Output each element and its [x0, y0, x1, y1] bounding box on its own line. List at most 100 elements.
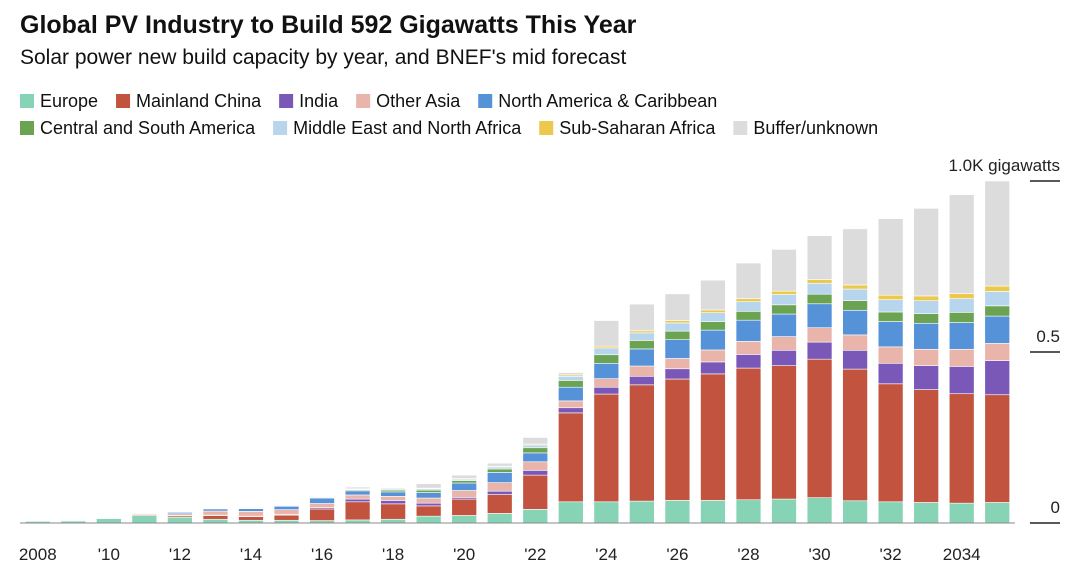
bar-segment	[344, 490, 371, 496]
bar-segment	[806, 235, 833, 280]
bar-segment	[735, 367, 762, 501]
bar-segment	[806, 282, 833, 295]
bar-segment	[984, 180, 1010, 287]
bar-segment	[593, 386, 620, 395]
bar-segment	[558, 386, 584, 402]
bar-segment	[771, 349, 797, 366]
bar-segment	[700, 361, 726, 375]
bar-segment	[415, 515, 442, 524]
bar-segment	[344, 486, 371, 490]
bar-segment	[415, 497, 442, 504]
x-tick-label: '18	[382, 545, 404, 564]
bar-segment	[735, 319, 762, 342]
bar-segment	[380, 500, 406, 505]
bar-segment	[593, 347, 620, 356]
bar-segment	[380, 491, 406, 497]
bar-segment	[877, 501, 904, 524]
bar-segment	[771, 304, 797, 315]
bar-segment	[238, 507, 264, 509]
bar-segment	[948, 348, 975, 367]
bar-segment	[877, 299, 904, 313]
bar-segment	[700, 329, 726, 351]
bar-segment	[984, 360, 1010, 396]
legend-label: Buffer/unknown	[753, 118, 878, 138]
bar-segment	[415, 489, 442, 493]
bar-segment	[948, 366, 975, 395]
legend-swatch	[539, 121, 554, 135]
bar-segment	[486, 494, 513, 514]
y-tick-label: 0.5	[1036, 327, 1060, 346]
bar-segment	[558, 380, 584, 388]
bar-segment	[806, 497, 833, 524]
bar-segment	[664, 339, 691, 359]
bar-segment	[984, 315, 1010, 344]
bar-segment	[629, 340, 655, 350]
bar-segment	[96, 518, 122, 524]
bar-segment	[948, 194, 975, 294]
bar-segment	[842, 334, 868, 351]
bar-segment	[842, 300, 868, 311]
bar-segment	[629, 303, 655, 332]
bar-segment	[664, 378, 691, 501]
bar-segment	[380, 496, 406, 501]
bar-segment	[629, 332, 655, 341]
bar-segment	[771, 365, 797, 500]
bar-segment	[238, 516, 264, 521]
bar-segment	[558, 400, 584, 409]
bar-segment	[593, 378, 620, 388]
legend-swatch	[20, 121, 34, 135]
bar-segment	[913, 295, 939, 301]
bar-segment	[913, 348, 939, 366]
bar-segment	[771, 498, 797, 524]
x-tick-label: '22	[524, 545, 546, 564]
legend-label: Other Asia	[376, 91, 461, 111]
bar-segment	[380, 503, 406, 520]
legend-label: Europe	[40, 91, 98, 111]
bar-segment	[877, 294, 904, 300]
bar-segment	[735, 301, 762, 312]
bar-segment	[948, 293, 975, 299]
bar-segment	[735, 298, 762, 303]
bar-segment	[664, 293, 691, 321]
bar-segment	[700, 500, 726, 524]
bar-segment	[486, 462, 513, 467]
bar-segment	[451, 498, 477, 516]
bar-segment	[735, 499, 762, 524]
legend-swatch	[116, 94, 131, 108]
bar-segment	[948, 322, 975, 350]
bar-segment	[664, 320, 691, 324]
bar-segment	[664, 330, 691, 340]
bar-segment	[486, 472, 513, 483]
bar-segment	[273, 514, 300, 521]
bar-segment	[842, 284, 868, 290]
bar-segment	[913, 300, 939, 314]
bar-segment	[522, 447, 549, 454]
bar-segment	[558, 407, 584, 414]
bar-segment	[238, 508, 264, 512]
x-tick-label: 2008	[19, 545, 57, 564]
bar-segment	[344, 498, 371, 503]
bar-segment	[131, 515, 158, 524]
bar-segment	[735, 311, 762, 321]
bar-segment	[629, 330, 655, 334]
bar-segment	[522, 470, 549, 476]
bar-segment	[664, 358, 691, 370]
bar-segment	[877, 383, 904, 503]
bar-segment	[309, 495, 335, 497]
bar-segment	[629, 365, 655, 377]
bar-segment	[735, 354, 762, 369]
bar-segment	[558, 372, 584, 376]
bar-segment	[877, 346, 904, 364]
bar-segment	[877, 362, 904, 385]
bar-segment	[913, 502, 939, 524]
bar-segment	[486, 513, 513, 524]
bar-segment	[771, 336, 797, 351]
legend-label: Middle East and North Africa	[293, 118, 522, 138]
bar-segment	[877, 321, 904, 348]
bar-segment	[415, 505, 442, 517]
legend-swatch	[733, 121, 748, 135]
bar-segment	[629, 348, 655, 367]
bar-segment	[451, 490, 477, 498]
x-tick-label: '12	[169, 545, 191, 564]
bar-segment	[771, 290, 797, 295]
